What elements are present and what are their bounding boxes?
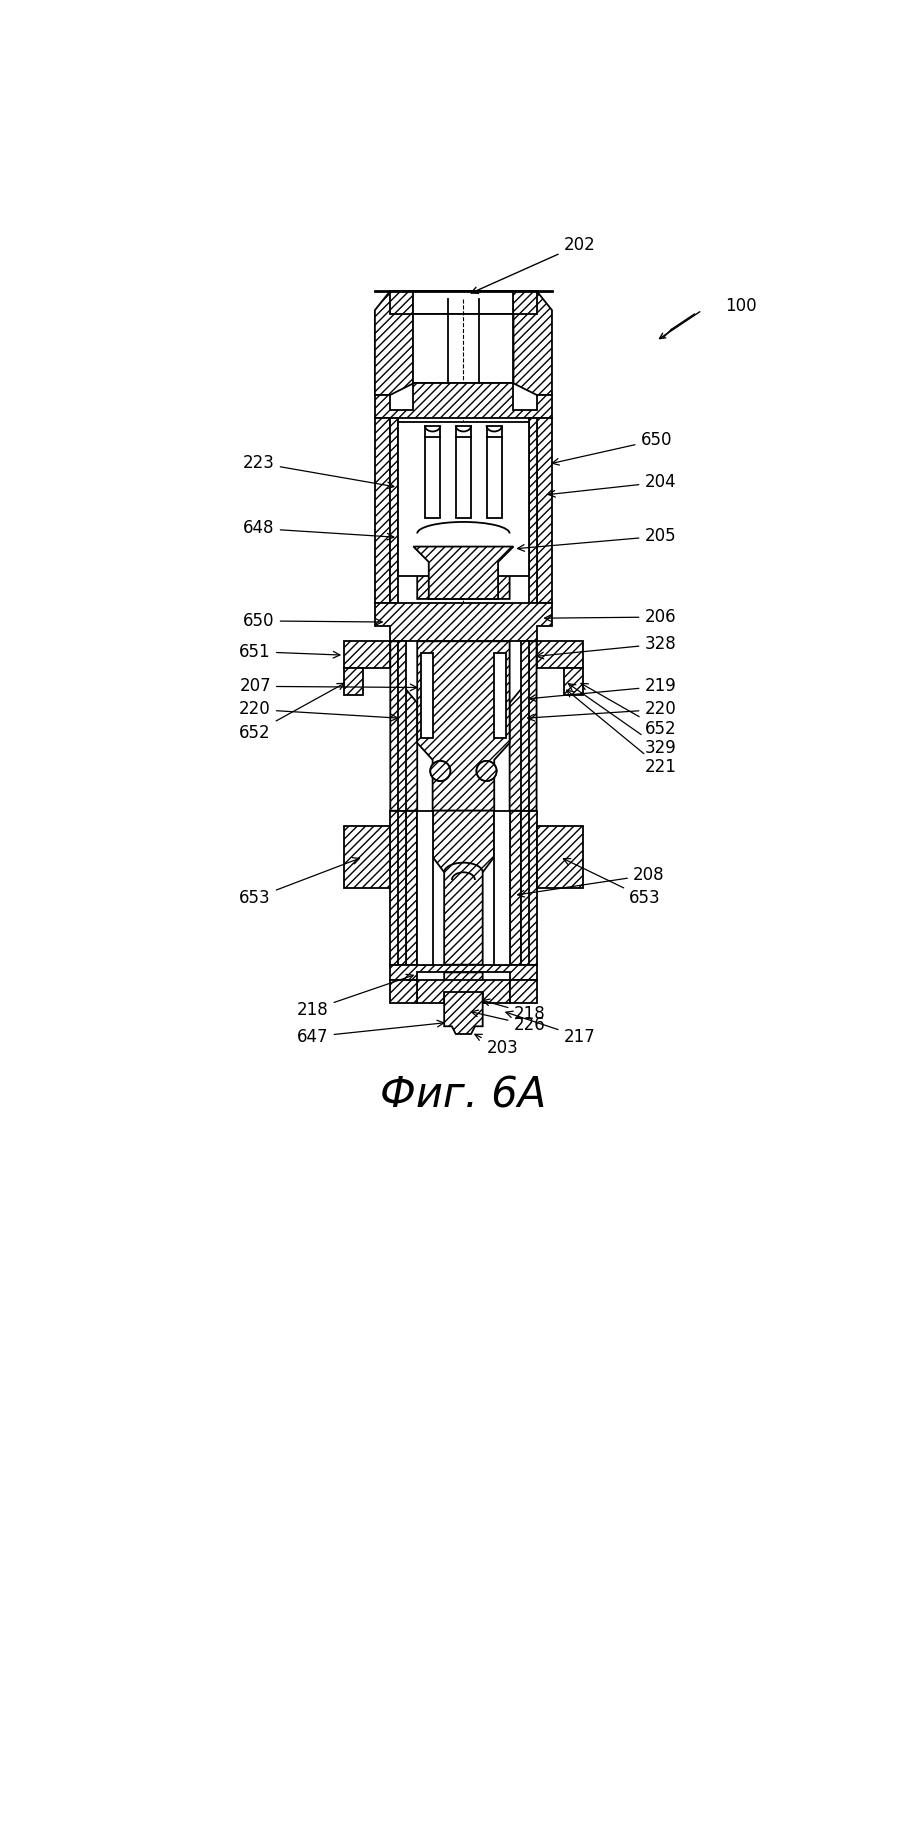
Polygon shape bbox=[510, 641, 537, 811]
Bar bbox=[417, 811, 433, 964]
Text: 205: 205 bbox=[518, 526, 676, 550]
Polygon shape bbox=[344, 641, 390, 669]
Text: 329: 329 bbox=[568, 683, 676, 757]
Text: 204: 204 bbox=[548, 473, 676, 497]
Text: 651: 651 bbox=[239, 643, 340, 661]
Polygon shape bbox=[405, 811, 417, 964]
Circle shape bbox=[477, 761, 497, 781]
Circle shape bbox=[477, 761, 497, 781]
Polygon shape bbox=[390, 811, 417, 964]
Polygon shape bbox=[375, 384, 552, 417]
Text: Фиг. 6А: Фиг. 6А bbox=[380, 1075, 547, 1117]
Text: 650: 650 bbox=[243, 611, 382, 630]
Polygon shape bbox=[433, 811, 494, 964]
Polygon shape bbox=[398, 811, 405, 964]
Bar bbox=[398, 421, 529, 576]
Text: 647: 647 bbox=[297, 1020, 443, 1045]
Bar bbox=[456, 425, 472, 519]
Text: 208: 208 bbox=[518, 866, 664, 898]
Text: 220: 220 bbox=[528, 700, 676, 720]
Polygon shape bbox=[390, 964, 537, 981]
Bar bbox=[529, 417, 537, 602]
Text: 203: 203 bbox=[475, 1034, 519, 1056]
Text: 653: 653 bbox=[239, 857, 359, 907]
Polygon shape bbox=[375, 602, 552, 641]
Bar bbox=[425, 425, 441, 519]
Text: 206: 206 bbox=[545, 608, 676, 626]
Polygon shape bbox=[537, 826, 583, 888]
Text: 218: 218 bbox=[483, 999, 545, 1023]
Polygon shape bbox=[564, 669, 583, 694]
Text: 221: 221 bbox=[567, 691, 676, 776]
Text: 207: 207 bbox=[239, 678, 417, 694]
Text: 653: 653 bbox=[564, 859, 661, 907]
Text: 100: 100 bbox=[725, 297, 757, 316]
Polygon shape bbox=[417, 641, 510, 811]
Polygon shape bbox=[390, 292, 537, 314]
Circle shape bbox=[430, 761, 451, 781]
Text: 219: 219 bbox=[529, 678, 676, 702]
Polygon shape bbox=[521, 641, 529, 811]
Polygon shape bbox=[414, 547, 513, 598]
Polygon shape bbox=[390, 641, 417, 811]
Text: 220: 220 bbox=[239, 700, 397, 720]
Text: 223: 223 bbox=[243, 454, 394, 489]
Polygon shape bbox=[521, 811, 529, 964]
Circle shape bbox=[430, 761, 451, 781]
Text: 218: 218 bbox=[297, 975, 414, 1020]
Polygon shape bbox=[417, 981, 510, 1003]
Polygon shape bbox=[344, 826, 390, 888]
Bar bbox=[494, 652, 506, 737]
Polygon shape bbox=[513, 292, 552, 395]
Bar bbox=[487, 425, 502, 519]
Polygon shape bbox=[444, 972, 482, 1034]
Text: 226: 226 bbox=[472, 1010, 545, 1034]
Text: 650: 650 bbox=[552, 430, 672, 465]
Polygon shape bbox=[375, 417, 390, 602]
Polygon shape bbox=[510, 981, 537, 1003]
Polygon shape bbox=[375, 292, 414, 395]
Polygon shape bbox=[510, 811, 537, 964]
Polygon shape bbox=[537, 641, 583, 669]
Text: 328: 328 bbox=[537, 635, 676, 659]
Bar bbox=[414, 292, 513, 314]
Polygon shape bbox=[398, 641, 405, 811]
Polygon shape bbox=[537, 417, 552, 602]
Text: 202: 202 bbox=[472, 236, 595, 294]
Text: 652: 652 bbox=[581, 683, 676, 737]
Bar bbox=[494, 811, 510, 964]
Text: 648: 648 bbox=[243, 519, 394, 539]
Bar bbox=[421, 652, 433, 737]
Polygon shape bbox=[344, 669, 363, 694]
Polygon shape bbox=[510, 811, 521, 964]
Polygon shape bbox=[390, 981, 417, 1003]
Text: 217: 217 bbox=[506, 1010, 595, 1045]
Polygon shape bbox=[402, 530, 525, 598]
Text: 652: 652 bbox=[239, 683, 344, 741]
Bar bbox=[414, 314, 513, 384]
Bar bbox=[390, 417, 398, 602]
